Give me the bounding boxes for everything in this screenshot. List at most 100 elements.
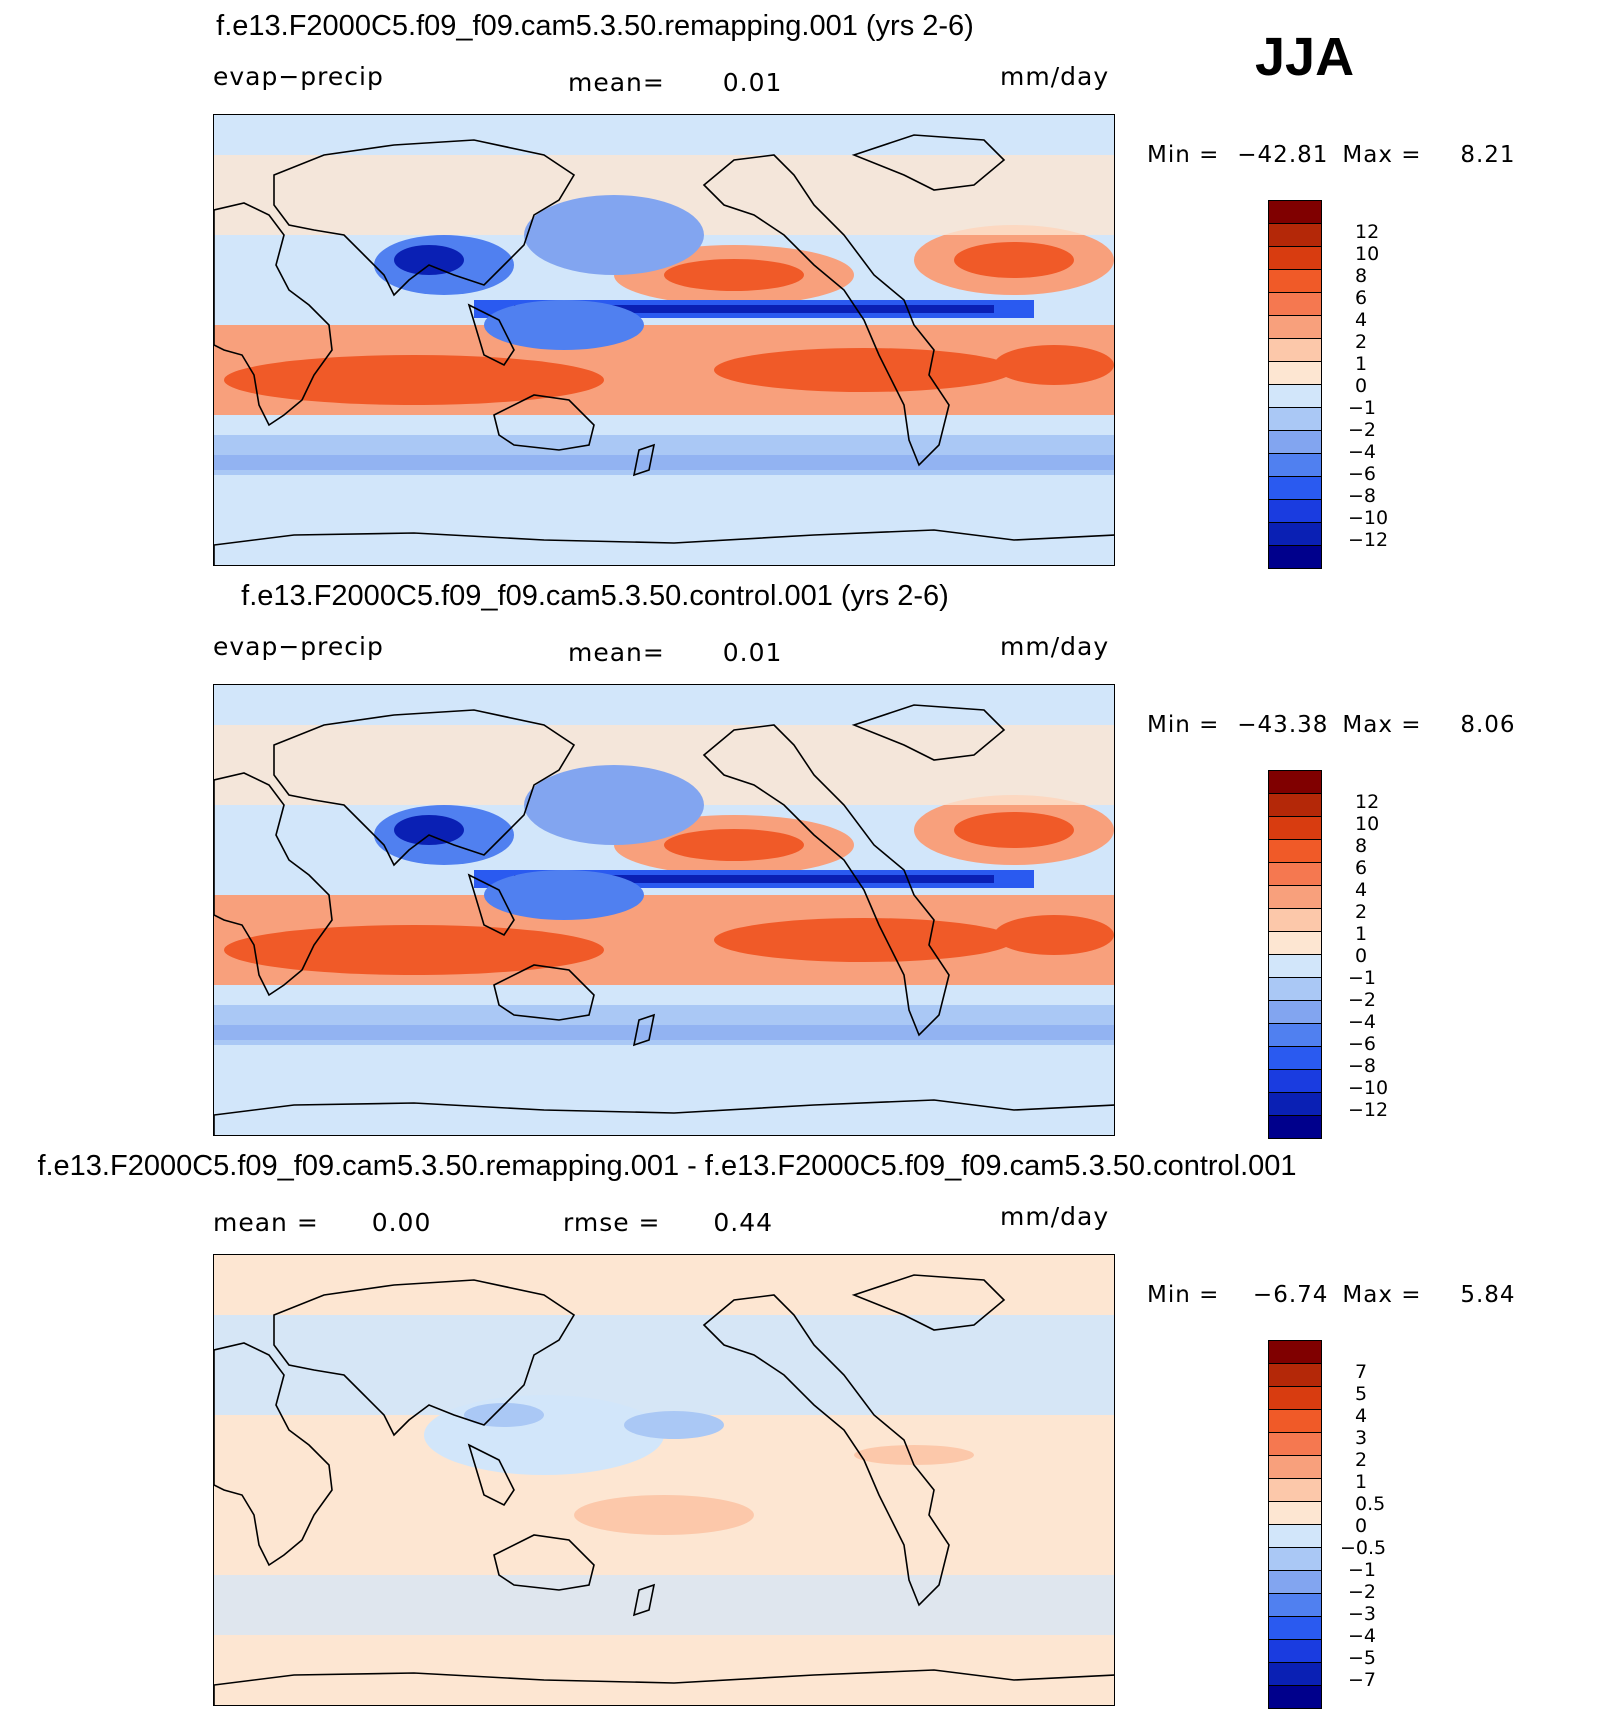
colorbar [1268, 1340, 1322, 1709]
colorbar-swatch [1268, 1340, 1322, 1363]
max-value: 8.21 [1460, 142, 1516, 168]
colorbar-swatch [1268, 1685, 1322, 1709]
colorbar-tick-label: 4 [1355, 1405, 1368, 1427]
mean-readout: mean= 0.01 [568, 638, 782, 667]
rmse-label: rmse = [563, 1208, 661, 1237]
min-max-readout: Min = −42.81 Max = 8.21 [1147, 142, 1530, 168]
colorbar-tick-label: −2 [1348, 989, 1377, 1011]
colorbar-swatch [1268, 315, 1322, 338]
colorbar-swatch [1268, 1409, 1322, 1432]
colorbar-tick-label: 10 [1355, 243, 1380, 265]
colorbar-swatch [1268, 1092, 1322, 1115]
colorbar-tick-label: −4 [1348, 441, 1377, 463]
colorbar-tick-label: −1 [1348, 397, 1377, 419]
colorbar-swatch [1268, 1000, 1322, 1023]
min-label: Min = [1147, 1282, 1220, 1308]
colorbar-tick-label: −1 [1348, 967, 1377, 989]
colorbar-swatch [1268, 292, 1322, 315]
panel-title: f.e13.F2000C5.f09_f09.cam5.3.50.remappin… [216, 10, 974, 42]
colorbar-swatch [1268, 1593, 1322, 1616]
min-label: Min = [1147, 142, 1220, 168]
colorbar-tick-label: 0 [1355, 1515, 1368, 1537]
colorbar-tick-label: 4 [1355, 879, 1368, 901]
colorbar-tick-label: 2 [1355, 901, 1368, 923]
colorbar-swatch [1268, 1432, 1322, 1455]
colorbar-swatch [1268, 977, 1322, 1000]
colorbar-swatch [1268, 908, 1322, 931]
world-map [213, 114, 1115, 566]
colorbar-tick-label: −8 [1348, 1055, 1377, 1077]
colorbar [1268, 770, 1322, 1139]
mean-label: mean= [568, 68, 665, 97]
mean-readout: mean= 0.01 [568, 68, 782, 97]
colorbar-swatch [1268, 816, 1322, 839]
colorbar-tick-label: 6 [1355, 287, 1368, 309]
colorbar-swatch [1268, 1616, 1322, 1639]
colorbar-tick-label: 1 [1355, 1471, 1368, 1493]
min-value: −6.74 [1252, 1282, 1329, 1308]
colorbar-swatch [1268, 954, 1322, 977]
colorbar-swatch [1268, 1639, 1322, 1662]
min-max-readout: Min = −43.38 Max = 8.06 [1147, 712, 1530, 738]
colorbar-swatch [1268, 522, 1322, 545]
colorbar-swatch [1268, 1363, 1322, 1386]
mean-value: 0.01 [722, 68, 783, 97]
colorbar-swatch [1268, 384, 1322, 407]
colorbar-tick-label: 6 [1355, 857, 1368, 879]
mean-label: mean = [213, 1208, 319, 1237]
colorbar-tick-label: 3 [1355, 1427, 1368, 1449]
max-value: 8.06 [1460, 712, 1516, 738]
colorbar-swatch [1268, 499, 1322, 522]
units-label: mm/day [1000, 632, 1110, 661]
colorbar-tick-label: 5 [1355, 1383, 1368, 1405]
colorbar-tick-label: 4 [1355, 309, 1368, 331]
mean-value: 0.00 [371, 1208, 432, 1237]
colorbar-tick-label: −1 [1348, 1559, 1377, 1581]
colorbar-swatch [1268, 885, 1322, 908]
colorbar-swatch [1268, 476, 1322, 499]
colorbar-tick-label: −4 [1348, 1625, 1377, 1647]
colorbar-tick-label: 0 [1355, 945, 1368, 967]
colorbar-swatch [1268, 1386, 1322, 1409]
colorbar-tick-label: −10 [1348, 507, 1389, 529]
colorbar-tick-label: −5 [1348, 1647, 1377, 1669]
units-label: mm/day [1000, 62, 1110, 91]
variable-label: evap−precip [213, 62, 384, 91]
colorbar-swatch [1268, 1115, 1322, 1139]
colorbar [1268, 200, 1322, 569]
colorbar-swatch [1268, 862, 1322, 885]
colorbar-swatch [1268, 200, 1322, 223]
colorbar-swatch [1268, 361, 1322, 384]
colorbar-swatch [1268, 1478, 1322, 1501]
max-label: Max = [1342, 712, 1422, 738]
colorbar-swatch [1268, 338, 1322, 361]
colorbar-swatch [1268, 839, 1322, 862]
colorbar-swatch [1268, 1501, 1322, 1524]
colorbar-tick-label: −6 [1348, 463, 1377, 485]
colorbar-swatch [1268, 1524, 1322, 1547]
variable-label: evap−precip [213, 632, 384, 661]
colorbar-tick-label: 1 [1355, 923, 1368, 945]
colorbar-swatch [1268, 545, 1322, 569]
colorbar-tick-label: 0 [1355, 375, 1368, 397]
colorbar-tick-label: −3 [1348, 1603, 1377, 1625]
colorbar-swatch [1268, 430, 1322, 453]
min-max-readout: Min = −6.74 Max = 5.84 [1147, 1282, 1530, 1308]
min-value: −42.81 [1237, 142, 1329, 168]
colorbar-swatch [1268, 223, 1322, 246]
colorbar-tick-label: −6 [1348, 1033, 1377, 1055]
colorbar-swatch [1268, 1069, 1322, 1092]
colorbar-tick-label: 2 [1355, 331, 1368, 353]
max-value: 5.84 [1460, 1282, 1516, 1308]
colorbar-swatch [1268, 1662, 1322, 1685]
colorbar-tick-label: 1 [1355, 353, 1368, 375]
season-label: JJA [1255, 27, 1355, 87]
units-label: mm/day [1000, 1202, 1110, 1231]
colorbar-swatch [1268, 1023, 1322, 1046]
colorbar-tick-label: −8 [1348, 485, 1377, 507]
colorbar-tick-label: 0.5 [1355, 1493, 1386, 1515]
colorbar-tick-label: 8 [1355, 265, 1368, 287]
colorbar-swatch [1268, 453, 1322, 476]
colorbar-swatch [1268, 1570, 1322, 1593]
mean-readout: mean = 0.00 [213, 1208, 431, 1237]
